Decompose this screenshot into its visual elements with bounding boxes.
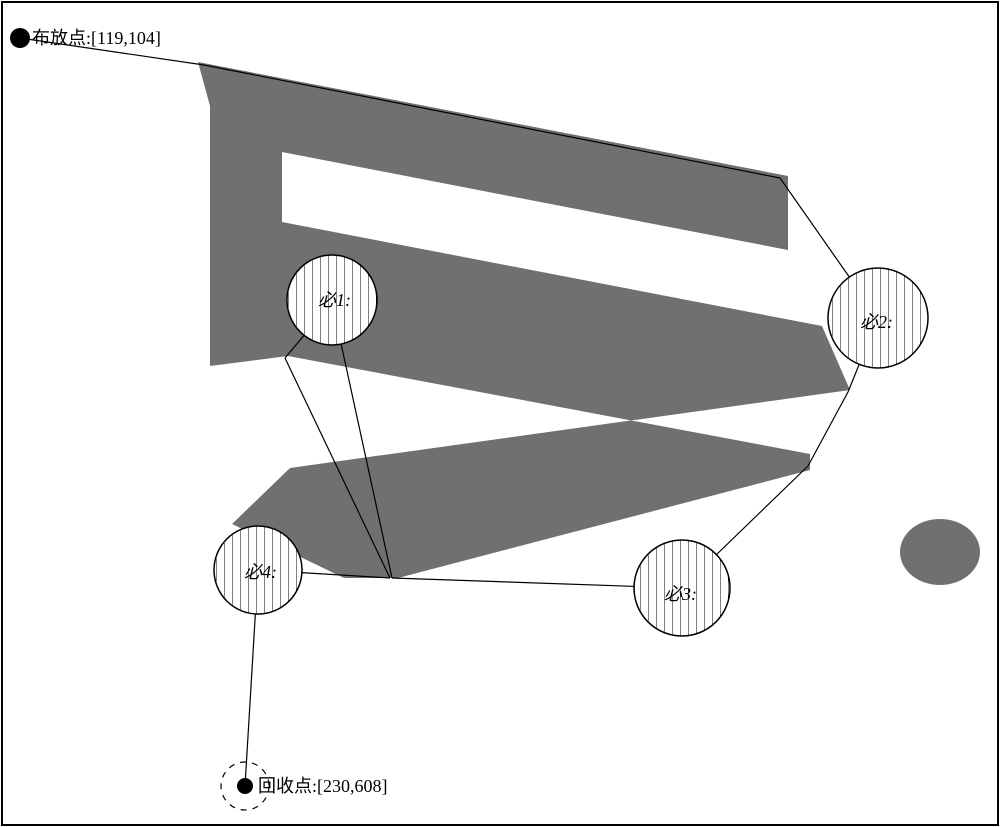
start-point: 布放点:[119,104] xyxy=(10,28,161,48)
waypoint-label: 必2: xyxy=(860,312,893,332)
waypoint-label: 必1: xyxy=(318,290,351,310)
waypoint-p3: 必3: xyxy=(634,540,730,636)
waypoint-label: 必4: xyxy=(244,562,277,582)
route-segment xyxy=(808,392,848,466)
start-dot xyxy=(10,28,30,48)
path-planning-diagram: 必1: 必2: 必3: 必4: 布放点:[119,104] 回收点:[230,608] xyxy=(0,0,1000,827)
obstacle-ellipse xyxy=(900,519,980,585)
waypoint-p4: 必4: xyxy=(214,526,302,614)
end-label: 回收点:[230,608] xyxy=(258,776,388,796)
start-label: 布放点:[119,104] xyxy=(32,28,161,48)
waypoint-p1: 必1: xyxy=(287,255,377,345)
waypoint-p2: 必2: xyxy=(828,268,928,368)
end-dot xyxy=(237,778,253,794)
waypoint-label: 必3: xyxy=(664,584,697,604)
